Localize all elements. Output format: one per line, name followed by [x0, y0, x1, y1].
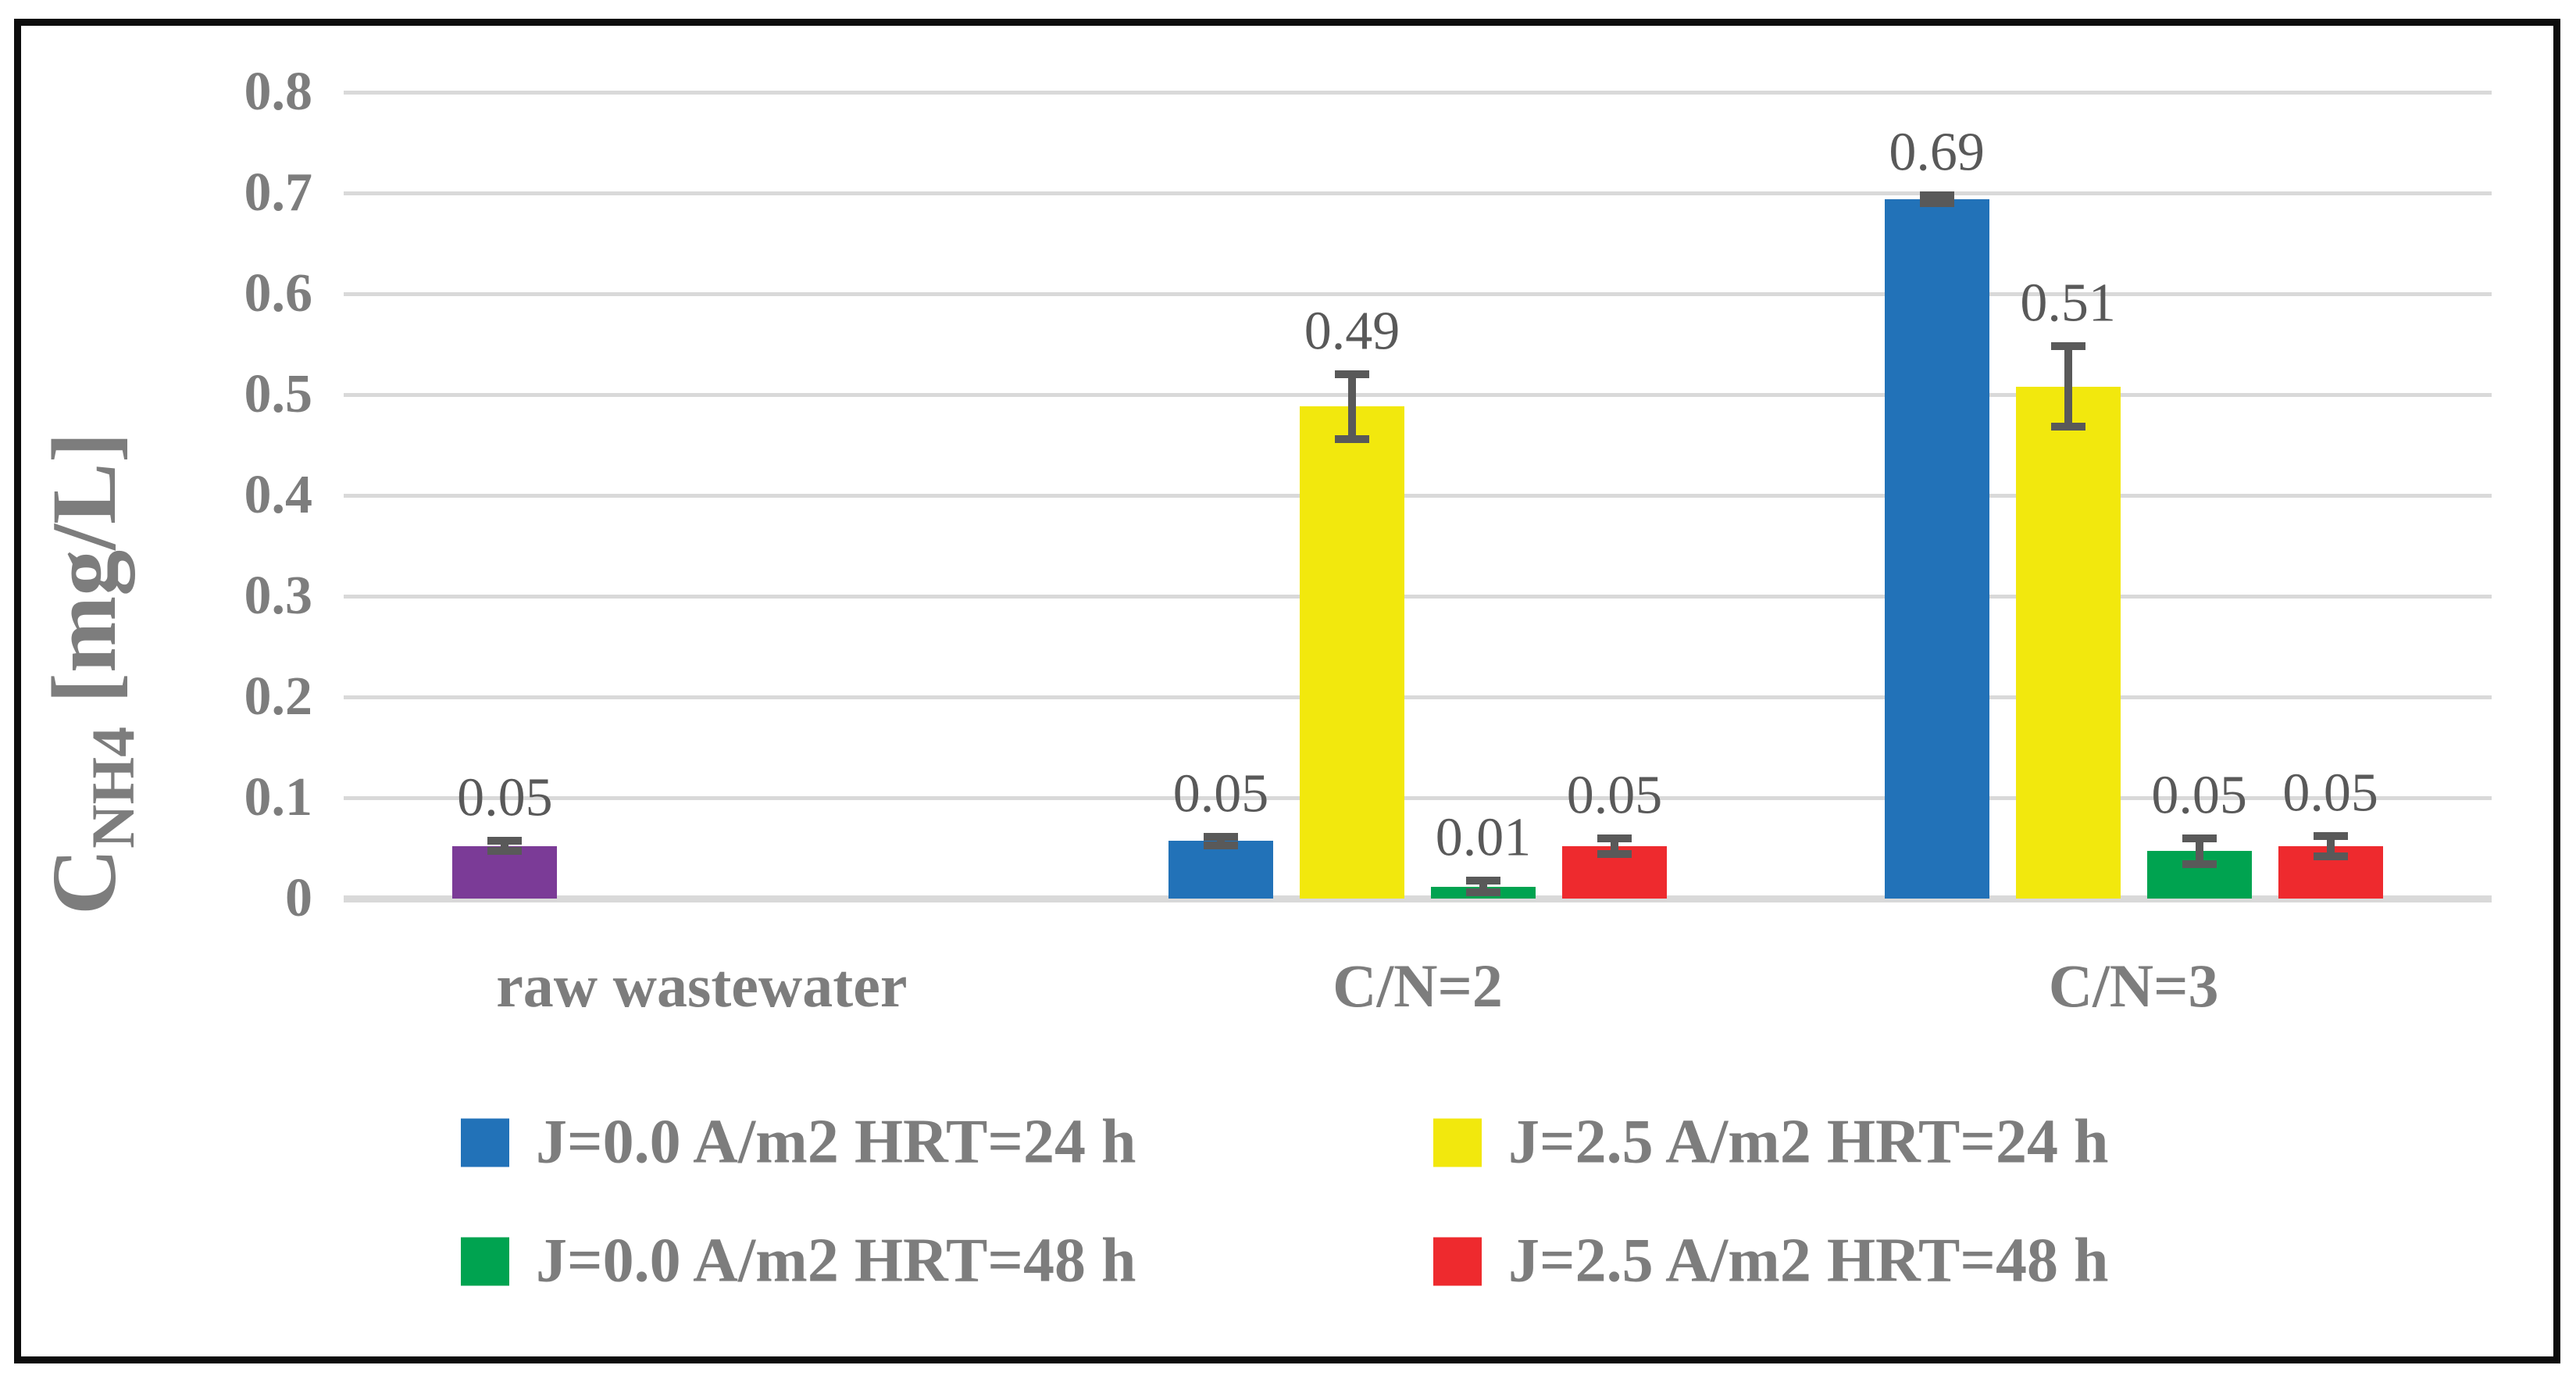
y-tick-label: 0.5	[244, 364, 313, 424]
error-bar-cap-bottom	[2182, 860, 2217, 869]
error-bar-line	[2064, 346, 2072, 427]
bar-value-label: 0.05	[2151, 765, 2247, 826]
legend-swatch-green	[461, 1237, 509, 1285]
error-bar-cap-bottom	[1597, 850, 1632, 859]
error-bar-cap-bottom	[487, 847, 523, 856]
error-bar-cap-bottom	[2050, 423, 2085, 431]
bar	[2015, 386, 2121, 899]
error-bar-line	[1611, 838, 1618, 855]
error-bar-line	[501, 841, 509, 852]
error-bar-cap-bottom	[1335, 434, 1369, 443]
y-tick-label: 0.4	[244, 465, 313, 525]
category-label: raw wastewater	[496, 952, 908, 1020]
error-bar-line	[1932, 195, 1941, 203]
error-bar-cap-bottom	[1204, 841, 1238, 849]
legend-item: J=2.5 A/m2 HRT=24 h	[1433, 1107, 2108, 1178]
gridline	[344, 695, 2492, 699]
legend-item: J=2.5 A/m2 HRT=48 h	[1433, 1226, 2108, 1297]
bar-value-label: 0.05	[1172, 763, 1269, 824]
y-tick-label: 0.1	[244, 767, 313, 827]
y-tick-label: 0.8	[244, 62, 313, 122]
error-bar-line	[2195, 838, 2203, 865]
bar-value-label: 0.51	[2020, 273, 2116, 334]
gridline	[344, 191, 2492, 195]
error-bar-cap-top	[2182, 834, 2217, 842]
gridline	[344, 292, 2492, 296]
y-tick-label: 0	[285, 868, 312, 928]
bar-value-label: 0.49	[1304, 301, 1400, 362]
error-bar-line	[1479, 880, 1487, 893]
y-tick-label: 0.6	[244, 263, 313, 323]
chart-frame	[14, 19, 2560, 1363]
error-bar-cap-top	[2050, 342, 2085, 351]
error-bar-cap-bottom	[1466, 888, 1500, 897]
error-bar-cap-top	[1919, 191, 1954, 199]
legend-swatch-blue	[461, 1118, 509, 1167]
y-axis-ticks: 0.8 0.7 0.6 0.5 0.4 0.3 0.2 0.1 0	[0, 0, 313, 1383]
bar-value-label: 0.05	[457, 767, 553, 828]
gridline	[344, 796, 2492, 800]
gridline	[344, 91, 2492, 95]
legend-label: J=2.5 A/m2 HRT=48 h	[1508, 1226, 2109, 1295]
y-tick-label: 0.2	[244, 666, 313, 727]
error-bar-cap-top	[487, 837, 523, 845]
legend-label: J=0.0 A/m2 HRT=48 h	[536, 1226, 1136, 1295]
bar-value-label: 0.01	[1435, 807, 1532, 868]
y-tick-label: 0.3	[244, 566, 313, 626]
gridline	[344, 595, 2492, 599]
bar	[1300, 406, 1404, 899]
bar	[1884, 198, 1989, 899]
error-bar-line	[1348, 374, 1356, 439]
legend-swatch-yellow	[1433, 1118, 1482, 1167]
legend-item: J=0.0 A/m2 HRT=48 h	[461, 1226, 1136, 1297]
error-bar-line	[2326, 836, 2335, 856]
error-bar-cap-top	[1597, 834, 1632, 842]
error-bar-cap-top	[1335, 370, 1369, 379]
category-label: C/N=2	[1333, 952, 1503, 1020]
error-bar-cap-top	[2313, 832, 2348, 841]
error-bar-cap-top	[1204, 833, 1238, 842]
gridline	[344, 895, 2492, 902]
bar-value-label: 0.05	[1566, 765, 1663, 826]
y-tick-label: 0.7	[244, 163, 313, 223]
category-label: C/N=3	[2048, 952, 2219, 1020]
gridline	[344, 494, 2492, 498]
gridline	[344, 393, 2492, 397]
error-bar-cap-top	[1466, 876, 1500, 884]
bar-value-label: 0.05	[2282, 763, 2378, 824]
bar-value-label: 0.69	[1889, 122, 1985, 183]
error-bar-cap-bottom	[1919, 198, 1954, 207]
legend-label: J=0.0 A/m2 HRT=24 h	[536, 1107, 1136, 1177]
legend-swatch-red	[1433, 1237, 1482, 1285]
error-bar-cap-bottom	[2313, 852, 2348, 860]
legend-label: J=2.5 A/m2 HRT=24 h	[1508, 1107, 2109, 1177]
plot-area: raw wastewater 0.05 C/N=2 0.05 0.49 0.01 0.05 C…	[344, 0, 2492, 1383]
bar	[1168, 841, 1273, 899]
legend-item: J=0.0 A/m2 HRT=24 h	[461, 1107, 1136, 1178]
error-bar-line	[1217, 837, 1225, 845]
